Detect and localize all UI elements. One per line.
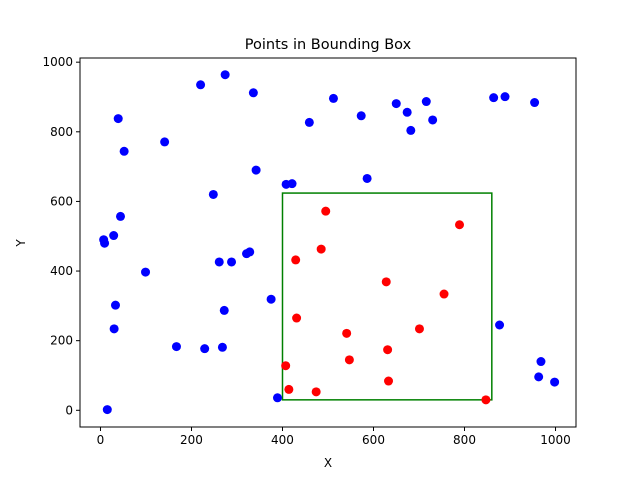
point-outside: [227, 257, 237, 267]
point-inside: [291, 255, 301, 265]
point-outside: [356, 111, 366, 121]
point-outside: [115, 211, 125, 221]
point-outside: [536, 357, 546, 367]
point-outside: [200, 344, 210, 354]
point-outside: [113, 114, 123, 124]
point-outside: [245, 247, 255, 257]
point-outside: [534, 372, 544, 382]
point-outside: [119, 146, 129, 156]
point-outside: [219, 305, 229, 315]
x-tick-label: 800: [453, 433, 476, 447]
y-tick-label: 800: [50, 125, 73, 139]
point-outside: [196, 80, 206, 90]
point-inside: [481, 395, 491, 405]
point-inside: [316, 244, 326, 254]
point-outside: [171, 342, 181, 352]
point-outside: [248, 88, 258, 98]
point-outside: [328, 93, 338, 103]
point-outside: [251, 165, 261, 175]
point-outside: [362, 173, 372, 183]
point-outside: [500, 92, 510, 102]
y-tick-label: 600: [50, 194, 73, 208]
point-inside: [321, 206, 331, 216]
point-outside: [102, 405, 112, 415]
point-inside: [281, 361, 291, 371]
y-tick-label: 0: [65, 403, 73, 417]
point-outside: [391, 99, 401, 109]
plot-area: 0 200 400 600 800 1000 0 200 400 600 800 1000: [42, 55, 577, 447]
point-outside: [304, 117, 314, 127]
axes-frame: [79, 57, 577, 428]
y-tick-label: 1000: [42, 55, 73, 69]
point-outside: [208, 189, 218, 199]
point-inside: [383, 345, 393, 355]
point-inside: [284, 384, 294, 394]
y-axis-label: Y: [14, 239, 28, 248]
point-inside: [342, 328, 352, 338]
x-tick-label: 400: [271, 433, 294, 447]
point-outside: [272, 393, 282, 403]
point-outside: [214, 257, 224, 267]
point-outside: [160, 137, 170, 147]
point-outside: [421, 97, 431, 107]
point-inside: [439, 289, 449, 299]
point-inside: [381, 277, 391, 287]
point-outside: [266, 294, 276, 304]
point-outside: [530, 98, 540, 108]
point-inside: [384, 376, 394, 386]
point-outside: [217, 342, 227, 352]
bounding-box: [281, 192, 493, 401]
point-inside: [311, 387, 321, 397]
point-outside: [406, 125, 416, 135]
point-inside: [292, 313, 302, 323]
point-outside: [110, 300, 120, 310]
point-inside: [455, 220, 465, 230]
point-outside: [402, 107, 412, 117]
point-outside: [100, 238, 110, 248]
x-axis-label: X: [324, 456, 332, 470]
point-inside: [414, 324, 424, 334]
x-tick-label: 600: [362, 433, 385, 447]
y-tick-label: 400: [50, 264, 73, 278]
point-outside: [550, 377, 560, 387]
x-tick-label: 0: [97, 433, 105, 447]
point-outside: [109, 324, 119, 334]
point-outside: [428, 115, 438, 125]
y-tick-label: 200: [50, 334, 73, 348]
point-outside: [495, 320, 505, 330]
point-outside: [287, 179, 297, 189]
point-outside: [141, 267, 151, 277]
point-outside: [489, 93, 499, 103]
x-tick-label: 200: [180, 433, 203, 447]
point-inside: [344, 355, 354, 365]
chart-title: Points in Bounding Box: [245, 37, 412, 53]
point-outside: [109, 231, 119, 241]
x-tick-label: 1000: [540, 433, 571, 447]
point-outside: [220, 70, 230, 80]
